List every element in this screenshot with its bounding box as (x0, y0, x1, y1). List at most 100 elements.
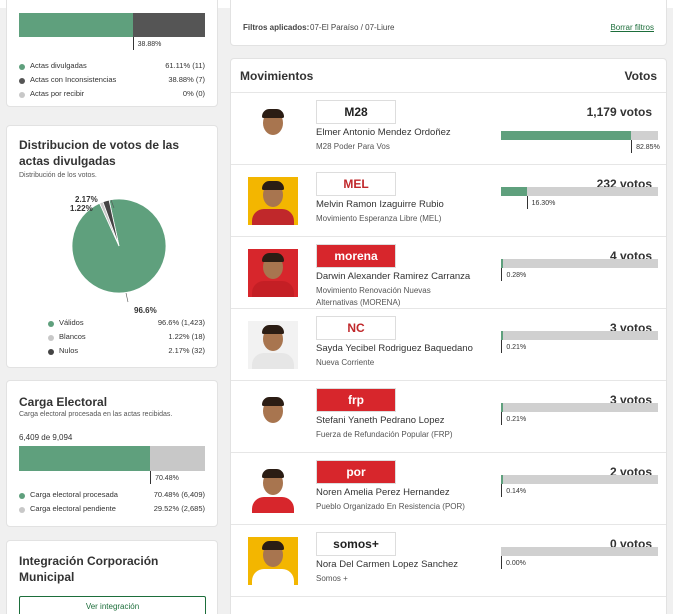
candidate-photo-hair (262, 109, 284, 118)
candidate-party: Movimiento Renovación Nuevas Alternativa… (316, 286, 431, 307)
pie-label-blancos: 1.22% (70, 204, 93, 213)
carga-title: Carga Electoral (19, 395, 108, 409)
legend-label: Actas por recibir (30, 89, 85, 98)
legend-label: Carga electoral pendiente (30, 504, 116, 513)
legend-row: Válidos 96.6% (1,423) (19, 318, 205, 332)
carga-card: Carga Electoral Carga electoral procesad… (6, 380, 218, 527)
legend-dot (19, 78, 25, 84)
vote-percent: 82.85% (631, 140, 660, 153)
vote-bar (501, 475, 658, 484)
actas-legend: Actas divulgadas 61.11% (11) Actas con Inc… (19, 61, 205, 105)
party-logo-text: M28 (344, 105, 368, 119)
legend-label: Actas con Inconsistencias (30, 75, 117, 84)
legend-label: Carga electoral procesada (30, 490, 118, 499)
pie-slice-nulos (102, 199, 120, 247)
legend-dot (19, 92, 25, 98)
distribucion-title: Distribucion de votos de las actas divul… (19, 138, 180, 168)
candidate-name: Sayda Yecibel Rodriguez Baquedano (316, 343, 473, 354)
party-logo: somos+ (316, 532, 396, 556)
distribucion-subtitle: Distribución de los votos. (19, 172, 97, 179)
candidate-photo-hair (262, 181, 284, 190)
actas-bar-divulgadas (19, 13, 133, 37)
vote-percent: 0.14% (501, 484, 526, 497)
vote-percent: 0.00% (501, 556, 526, 569)
candidate-name: Nora Del Carmen Lopez Sanchez (316, 559, 459, 570)
legend-value: 1.22% (18) (168, 332, 205, 341)
vote-bar (501, 403, 658, 412)
candidate-party: Somos + (316, 574, 348, 583)
actas-bar-inconsistencias (132, 13, 205, 37)
party-logo: MEL (316, 172, 396, 196)
legend-dot (48, 321, 54, 327)
candidate-photo-shirt (252, 569, 294, 585)
legend-dot (19, 507, 25, 513)
candidate-name: Melvin Ramon Izaguirre Rubio (316, 199, 444, 210)
candidate-row: MEL Melvin Ramon Izaguirre Rubio Movimient… (231, 165, 666, 237)
distribucion-legend: Válidos 96.6% (1,423) Blancos 1.22% (18) Nul… (19, 318, 205, 362)
legend-dot (19, 64, 25, 70)
candidate-name: Darwin Alexander Ramirez Carranza (316, 271, 471, 282)
vote-bar-fill (501, 403, 503, 412)
carga-count: 6,409 de 9,094 (19, 433, 73, 442)
vote-percent: 0.21% (501, 340, 526, 353)
candidate-row: morena Darwin Alexander Ramirez Carranza M… (231, 237, 666, 309)
legend-value: 2.17% (32) (168, 346, 205, 355)
party-logo: frp (316, 388, 396, 412)
candidate-party: Pueblo Organizado En Resistencia (POR) (316, 502, 465, 511)
legend-label: Actas divulgadas (30, 61, 87, 70)
party-logo: M28 (316, 100, 396, 124)
legend-label: Nulos (59, 346, 79, 355)
candidate-photo-hair (262, 253, 284, 262)
ver-integracion-button[interactable]: Ver integración (19, 596, 206, 614)
legend-label: Válidos (59, 318, 84, 327)
carga-legend: Carga electoral procesada 70.48% (6,409) C… (19, 490, 205, 520)
party-logo-text: frp (348, 393, 364, 407)
party-logo: morena (316, 244, 396, 268)
legend-row: Nulos 2.17% (32) (19, 346, 205, 360)
vote-bar (501, 331, 658, 340)
candidate-row: por Noren Amelia Perez Hernandez Pueblo Or… (231, 453, 666, 525)
legend-value: 0% (0) (182, 89, 205, 98)
candidate-photo (248, 465, 298, 513)
legend-dot (48, 349, 54, 355)
vote-percent: 0.21% (501, 412, 526, 425)
candidate-votes: 1,179 votos (586, 105, 652, 119)
candidate-photo (248, 177, 298, 225)
integracion-card: Integración Corporación Municipal Ver in… (6, 540, 218, 614)
legend-row: Carga electoral pendiente 29.52% (2,685) (19, 504, 205, 518)
actas-bar-percent: 38.88% (132, 37, 161, 50)
votos-header: Votos (624, 69, 657, 83)
candidate-photo-hair (262, 325, 284, 334)
legend-row: Actas por recibir 0% (0) (19, 89, 205, 103)
vote-bar (501, 547, 658, 556)
pie-label-validos: 96.6% (134, 306, 157, 315)
carga-bar-fill (19, 446, 151, 471)
candidate-party: Movimiento Esperanza Libre (MEL) (316, 214, 442, 223)
party-logo: por (316, 460, 396, 484)
filters-card: Filtros aplicados: 07-El Paraíso / 07-Li… (230, 0, 667, 46)
clear-filters-link[interactable]: Borrar filtros (610, 23, 654, 32)
pie-chart (71, 198, 167, 303)
candidate-photo-shirt (252, 425, 294, 441)
vote-bar-fill (501, 475, 503, 484)
legend-label: Blancos (59, 332, 86, 341)
candidate-row: frp Stefani Yaneth Pedrano Lopez Fuerza de… (231, 381, 666, 453)
candidate-photo-hair (262, 397, 284, 406)
legend-dot (48, 335, 54, 341)
legend-value: 61.11% (11) (165, 61, 205, 70)
candidate-party: Fuerza de Refundación Popular (FRP) (316, 430, 453, 439)
legend-value: 38.88% (7) (168, 75, 205, 84)
candidate-row: M28 Elmer Antonio Mendez Ordoñez M28 Poder… (231, 93, 666, 165)
candidate-name: Elmer Antonio Mendez Ordoñez (316, 127, 451, 138)
actas-bar (19, 13, 205, 37)
vote-bar-fill (501, 331, 503, 340)
vote-bar (501, 187, 658, 196)
candidate-photo-shirt (252, 281, 294, 297)
candidate-list: M28 Elmer Antonio Mendez Ordoñez M28 Poder… (231, 93, 666, 614)
actas-card: 38.88% Actas divulgadas 61.11% (11) Actas … (6, 0, 218, 107)
candidate-name: Stefani Yaneth Pedrano Lopez (316, 415, 445, 426)
pie-leader-nulos (110, 199, 115, 209)
vote-bar-fill (501, 259, 503, 268)
candidate-photo (248, 537, 298, 585)
carga-subtitle: Carga electoral procesada en las actas r… (19, 411, 173, 418)
